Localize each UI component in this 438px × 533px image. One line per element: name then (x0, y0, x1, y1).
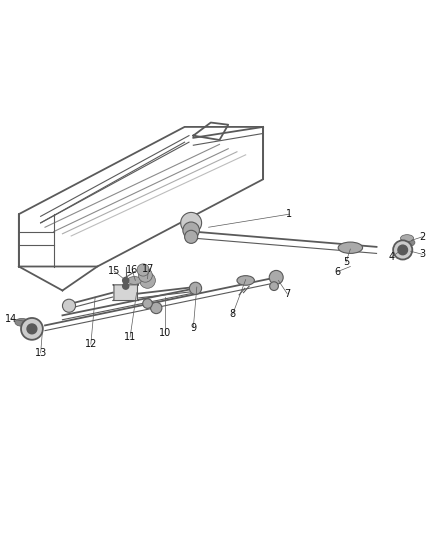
Text: 12: 12 (85, 339, 97, 349)
FancyBboxPatch shape (113, 285, 138, 301)
Text: 1: 1 (286, 209, 292, 219)
Circle shape (62, 299, 75, 312)
Text: 10: 10 (159, 328, 171, 338)
Text: 2: 2 (418, 232, 424, 242)
Circle shape (183, 222, 199, 239)
Text: 8: 8 (229, 310, 235, 319)
Ellipse shape (237, 276, 254, 285)
Circle shape (139, 272, 155, 288)
Text: 7: 7 (283, 288, 290, 298)
Ellipse shape (399, 235, 413, 241)
Circle shape (397, 245, 406, 255)
Circle shape (27, 324, 37, 334)
Circle shape (269, 282, 278, 290)
Text: 4: 4 (388, 252, 394, 262)
Text: 11: 11 (124, 332, 136, 342)
Text: 15: 15 (107, 266, 120, 276)
Ellipse shape (398, 238, 414, 247)
Circle shape (21, 318, 43, 340)
Text: 14: 14 (5, 314, 17, 324)
Circle shape (122, 277, 128, 284)
Circle shape (189, 282, 201, 294)
Circle shape (142, 299, 152, 309)
Circle shape (150, 302, 162, 313)
Circle shape (137, 264, 149, 276)
Circle shape (180, 213, 201, 233)
Circle shape (392, 240, 411, 260)
Text: 5: 5 (342, 257, 348, 267)
Ellipse shape (127, 277, 141, 285)
Text: 3: 3 (418, 249, 424, 259)
Circle shape (184, 230, 197, 244)
Circle shape (138, 268, 152, 282)
Text: 6: 6 (333, 266, 339, 277)
Text: 9: 9 (190, 322, 196, 333)
Circle shape (122, 283, 128, 289)
Circle shape (268, 270, 283, 285)
Ellipse shape (15, 318, 29, 326)
Text: 13: 13 (35, 348, 47, 358)
Ellipse shape (337, 242, 362, 253)
Text: 17: 17 (142, 264, 154, 274)
Text: 16: 16 (126, 265, 138, 275)
